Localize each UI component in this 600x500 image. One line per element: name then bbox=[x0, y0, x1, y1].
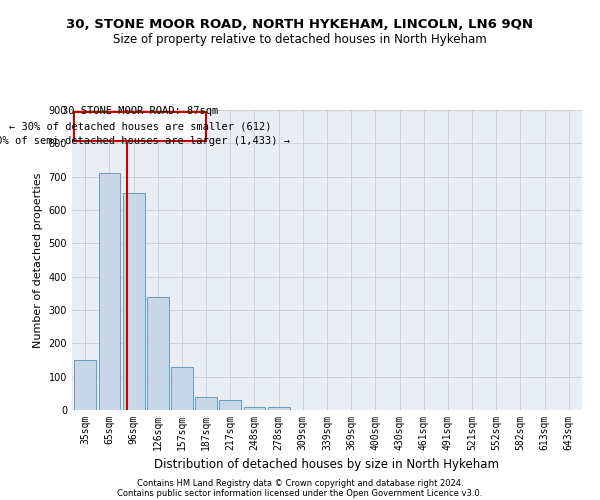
Bar bbox=[244, 406, 265, 410]
Bar bbox=[147, 296, 169, 410]
Bar bbox=[98, 174, 121, 410]
Text: Contains public sector information licensed under the Open Government Licence v3: Contains public sector information licen… bbox=[118, 488, 482, 498]
Text: Size of property relative to detached houses in North Hykeham: Size of property relative to detached ho… bbox=[113, 32, 487, 46]
Bar bbox=[195, 396, 217, 410]
Bar bbox=[268, 408, 290, 410]
Text: 30, STONE MOOR ROAD, NORTH HYKEHAM, LINCOLN, LN6 9QN: 30, STONE MOOR ROAD, NORTH HYKEHAM, LINC… bbox=[67, 18, 533, 30]
Text: Contains HM Land Registry data © Crown copyright and database right 2024.: Contains HM Land Registry data © Crown c… bbox=[137, 478, 463, 488]
Bar bbox=[171, 366, 193, 410]
Bar bbox=[74, 360, 96, 410]
Bar bbox=[220, 400, 241, 410]
Y-axis label: Number of detached properties: Number of detached properties bbox=[33, 172, 43, 348]
X-axis label: Distribution of detached houses by size in North Hykeham: Distribution of detached houses by size … bbox=[155, 458, 499, 471]
Text: 30 STONE MOOR ROAD: 87sqm
← 30% of detached houses are smaller (612)
70% of semi: 30 STONE MOOR ROAD: 87sqm ← 30% of detac… bbox=[0, 106, 290, 146]
Bar bbox=[123, 194, 145, 410]
Bar bbox=[74, 112, 206, 140]
